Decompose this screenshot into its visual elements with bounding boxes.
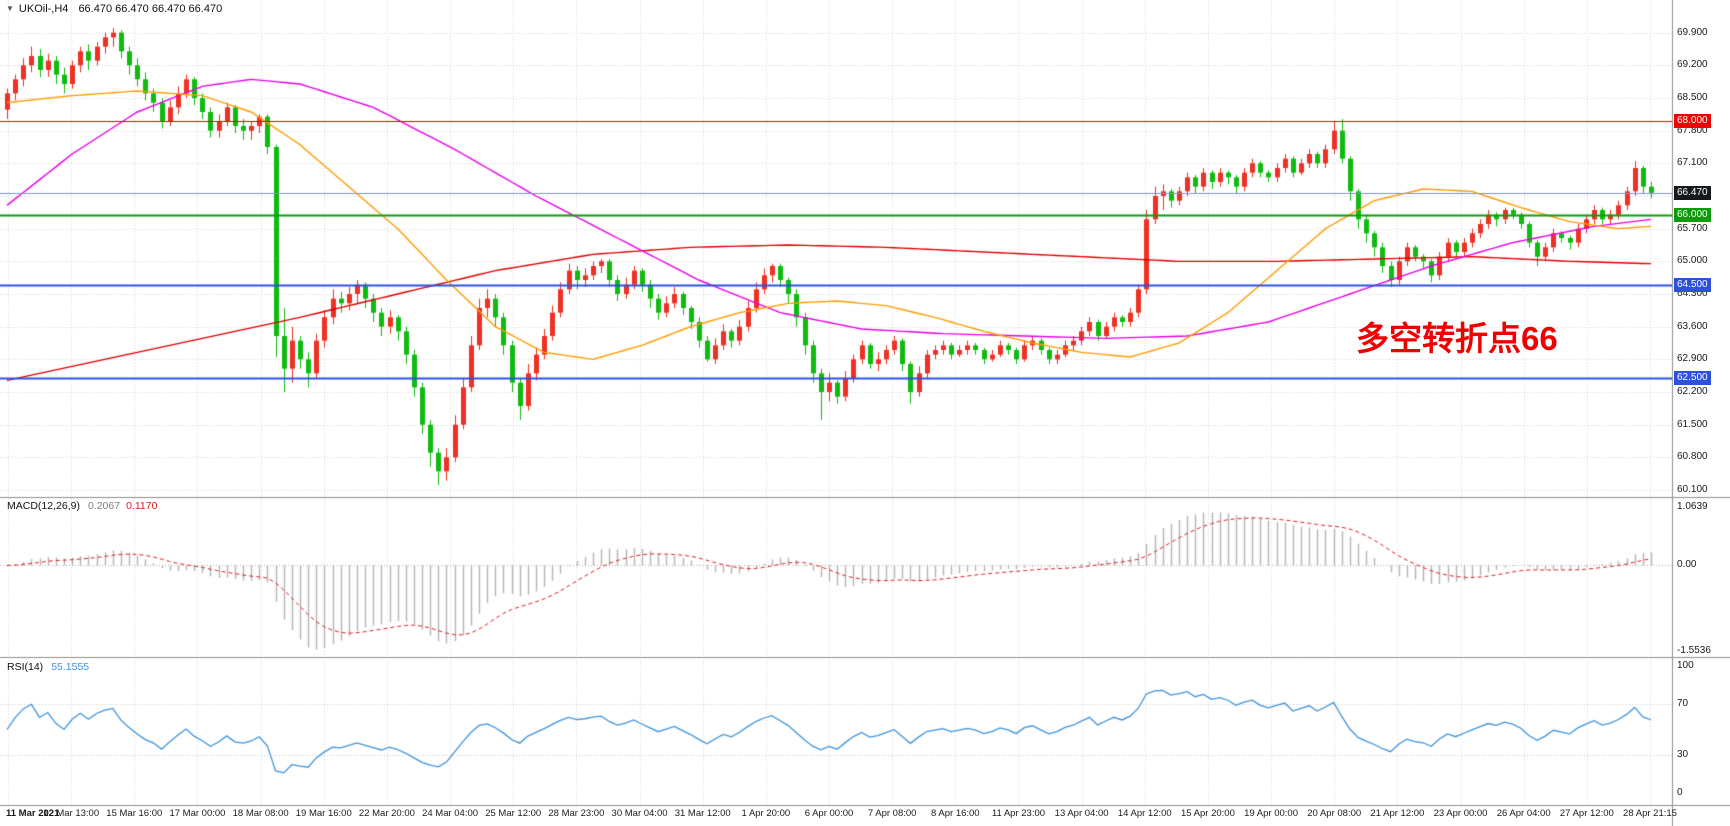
time-label: 21 Apr 12:00 <box>1370 808 1425 819</box>
time-label: 26 Apr 04:00 <box>1496 808 1551 819</box>
time-label: 28 Apr 21:15 <box>1623 808 1677 819</box>
macd-signal-value: 0.1170 <box>126 500 158 512</box>
rsi-axis-label: 0 <box>1677 787 1683 798</box>
price-tick-label: 67.800 <box>1677 124 1708 136</box>
time-label: 15 Mar 16:00 <box>106 808 163 819</box>
time-label: 12 Mar 13:00 <box>43 808 100 819</box>
price-tick-label: 65.700 <box>1677 222 1708 234</box>
time-label: 18 Mar 08:00 <box>232 808 289 819</box>
time-label: 23 Apr 00:00 <box>1433 808 1488 819</box>
time-label: 30 Mar 04:00 <box>611 808 668 819</box>
macd-indicator-label: MACD(12,26,9) 0.2067 0.1170 <box>7 500 157 512</box>
time-label: 25 Mar 12:00 <box>485 808 542 819</box>
price-badge-62.500: 62.500 <box>1674 371 1711 385</box>
annotation-text[interactable]: 多空转折点66 <box>1356 320 1558 357</box>
time-label: 20 Apr 08:00 <box>1307 808 1362 819</box>
time-label: 28 Mar 23:00 <box>548 808 605 819</box>
current-price-badge: 66.470 <box>1674 185 1711 200</box>
price-tick-label: 63.600 <box>1677 320 1708 332</box>
time-label: 19 Apr 00:00 <box>1244 808 1299 819</box>
price-tick-label: 61.500 <box>1677 418 1708 430</box>
time-label: 11 Mar 2021 <box>6 808 60 819</box>
collapse-arrow-icon[interactable]: ▼ <box>6 4 14 13</box>
time-label: 6 Apr 00:00 <box>804 808 854 819</box>
rsi-axis-label: 30 <box>1677 748 1689 760</box>
time-label: 8 Apr 16:00 <box>930 808 980 819</box>
rsi-axis-label: 70 <box>1677 698 1689 710</box>
time-label: 14 Apr 12:00 <box>1117 808 1172 819</box>
price-tick-label: 64.300 <box>1677 288 1708 299</box>
macd-axis-label: -1.5536 <box>1677 645 1711 657</box>
time-label: 15 Apr 20:00 <box>1180 808 1235 819</box>
ohlc-values: 66.470 66.470 66.470 66.470 <box>78 3 223 15</box>
price-axis[interactable]: 69.900 69.200 68.500 67.800 67.100 65.700 65.0… <box>1672 0 1730 826</box>
price-badge-66.000: 66.000 <box>1674 207 1711 222</box>
time-label: 24 Mar 04:00 <box>422 808 479 819</box>
time-label: 11 Apr 23:00 <box>991 808 1046 819</box>
chart-title: ▼ UKOil-,H4 66.470 66.470 66.470 66.470 <box>6 3 222 15</box>
time-label: 27 Apr 12:00 <box>1559 808 1614 819</box>
price-tick-label: 69.200 <box>1677 59 1708 71</box>
price-tick-label: 65.000 <box>1677 255 1708 267</box>
time-label: 19 Mar 16:00 <box>295 808 352 819</box>
time-label: 7 Apr 08:00 <box>867 808 917 819</box>
time-label: 17 Mar 00:00 <box>169 808 226 819</box>
rsi-indicator-label: RSI(14) 55.1555 <box>7 661 89 673</box>
time-label: 1 Apr 20:00 <box>741 808 791 819</box>
time-label: 22 Mar 20:00 <box>358 808 415 819</box>
macd-axis-label: 1.0639 <box>1677 500 1708 512</box>
price-tick-label: 60.100 <box>1677 484 1708 495</box>
price-tick-label: 62.900 <box>1677 353 1708 365</box>
price-tick-label: 62.200 <box>1677 386 1708 397</box>
price-badge-68.000: 68.000 <box>1674 114 1711 129</box>
rsi-axis-label: 100 <box>1677 660 1694 671</box>
macd-main-value: 0.2067 <box>87 500 121 512</box>
time-axis[interactable]: 11 Mar 2021 12 Mar 13:00 15 Mar 16:00 17 Ma… <box>0 806 1677 824</box>
time-label: 13 Apr 04:00 <box>1054 808 1109 819</box>
rsi-value: 55.1555 <box>51 661 90 673</box>
macd-axis-label: 0.00 <box>1677 559 1697 571</box>
price-badge-64.500: 64.500 <box>1674 277 1711 292</box>
symbol-period-label: UKOil-,H4 <box>18 3 69 15</box>
time-label: 31 Mar 12:00 <box>674 808 731 819</box>
rsi-name: RSI(14) <box>7 661 44 673</box>
price-tick-label: 68.500 <box>1677 92 1708 103</box>
price-tick-label: 69.900 <box>1677 26 1708 38</box>
price-tick-label: 67.100 <box>1677 157 1708 169</box>
macd-name: MACD(12,26,9) <box>7 500 80 512</box>
price-tick-label: 60.800 <box>1677 451 1708 463</box>
